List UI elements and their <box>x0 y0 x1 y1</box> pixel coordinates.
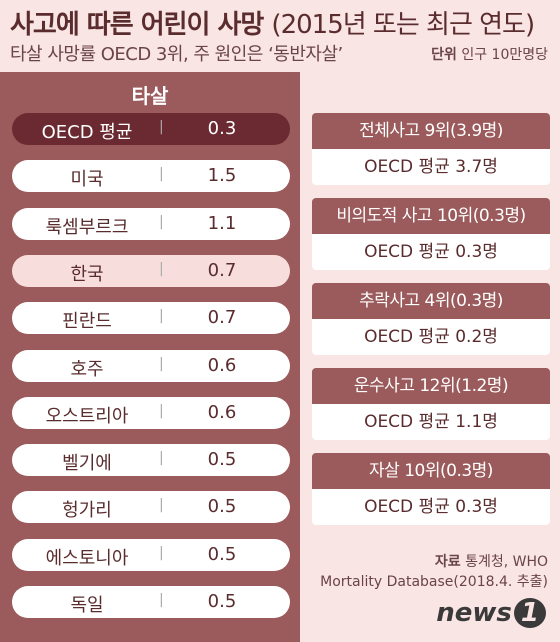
value: 0.5 <box>207 496 237 518</box>
stat-oecd: OECD 평균 1.1명 <box>312 404 550 440</box>
country: 호주 <box>70 358 104 380</box>
stat-title: 전체사고 9위(3.9명) <box>312 113 550 149</box>
country: 룩셈부르크 <box>45 216 129 238</box>
source-text2: Mortality Database(2018.4. 추출) <box>320 574 548 590</box>
value: 0.5 <box>207 449 237 471</box>
table-row: 헝가리 | 0.5 <box>12 491 290 524</box>
unit: 인구 10만명당 <box>461 47 548 63</box>
value: 0.5 <box>207 591 237 612</box>
stat-title: 운수사고 12위(1.2명) <box>312 368 550 404</box>
stat-box: 자살 10위(0.3명) OECD 평균 0.3명 <box>312 453 550 525</box>
table-row: 핀란드 | 0.7 <box>12 302 290 335</box>
separator: | <box>159 308 164 325</box>
stat-title: 자살 10위(0.3명) <box>312 453 550 489</box>
country: 한국 <box>70 263 104 285</box>
stat-title: 비의도적 사고 10위(0.3명) <box>312 198 550 234</box>
table-row: 룩셈부르크 | 1.1 <box>12 207 290 240</box>
stat-oecd: OECD 평균 0.3명 <box>312 489 550 525</box>
country: 에스토니아 <box>45 547 129 569</box>
table-row: 호주 | 0.6 <box>12 349 290 382</box>
country: OECD 평균 <box>41 122 133 143</box>
value: 1.1 <box>207 212 237 234</box>
source-line: 자료 통계청, WHO <box>435 551 548 571</box>
stat-box: 전체사고 9위(3.9명) OECD 평균 3.7명 <box>312 113 550 185</box>
country: 오스트리아 <box>45 405 129 427</box>
table-row: 독일 | 0.5 <box>12 586 290 618</box>
title-line: 사고에 따른 어린이 사망 (2015년 또는 최근 연도) <box>10 4 535 41</box>
table-row: 미국 | 1.5 <box>12 160 290 193</box>
logo-mark: 1 <box>513 598 546 628</box>
title-note: (2015년 또는 최근 연도) <box>271 10 535 40</box>
table-row: OECD 평균 | 0.3 <box>12 113 290 145</box>
logo-text: news <box>436 598 512 628</box>
table-row: 벨기에 | 0.5 <box>12 444 290 477</box>
separator: | <box>159 213 164 230</box>
separator: | <box>159 260 164 277</box>
value: 0.6 <box>207 401 237 423</box>
stat-oecd: OECD 평균 3.7명 <box>312 149 550 185</box>
separator: | <box>159 497 164 514</box>
table-row: 오스트리아 | 0.6 <box>12 396 290 429</box>
title: 사고에 따른 어린이 사망 <box>10 10 264 40</box>
stat-box: 추락사고 4위(0.3명) OECD 평균 0.2명 <box>312 283 550 355</box>
country: 독일 <box>70 595 104 616</box>
value: 0.5 <box>207 543 237 565</box>
country: 핀란드 <box>62 311 112 333</box>
separator: | <box>159 592 164 608</box>
stat-box: 운수사고 12위(1.2명) OECD 평균 1.1명 <box>312 368 550 440</box>
country: 미국 <box>70 169 104 191</box>
value: 0.7 <box>207 307 237 329</box>
value: 0.3 <box>207 118 237 139</box>
country: 헝가리 <box>62 500 112 522</box>
stat-title: 추락사고 4위(0.3명) <box>312 283 550 319</box>
separator: | <box>159 119 164 135</box>
separator: | <box>159 355 164 372</box>
separator: | <box>159 544 164 561</box>
source-text: 통계청, WHO <box>465 554 548 570</box>
value: 0.7 <box>207 259 237 281</box>
table-row: 한국 | 0.7 <box>12 254 290 287</box>
separator: | <box>159 402 164 419</box>
logo: news 1 <box>436 598 546 628</box>
table-title: 타살 <box>131 84 169 108</box>
separator: | <box>159 166 164 183</box>
country: 벨기에 <box>62 453 112 475</box>
unit-line: 단위 인구 10만명당 <box>431 44 548 64</box>
stat-oecd: OECD 평균 0.3명 <box>312 234 550 270</box>
stat-oecd: OECD 평균 0.2명 <box>312 319 550 355</box>
separator: | <box>159 450 164 467</box>
value: 0.6 <box>207 354 237 376</box>
subtitle: 타살 사망률 OECD 3위, 주 원인은 ‘동반자살’ <box>10 44 343 65</box>
value: 1.5 <box>207 165 237 187</box>
stat-box: 비의도적 사고 10위(0.3명) OECD 평균 0.3명 <box>312 198 550 270</box>
table-row: 에스토니아 | 0.5 <box>12 538 290 571</box>
unit-label: 단위 <box>431 47 457 63</box>
source-label: 자료 <box>434 554 461 570</box>
